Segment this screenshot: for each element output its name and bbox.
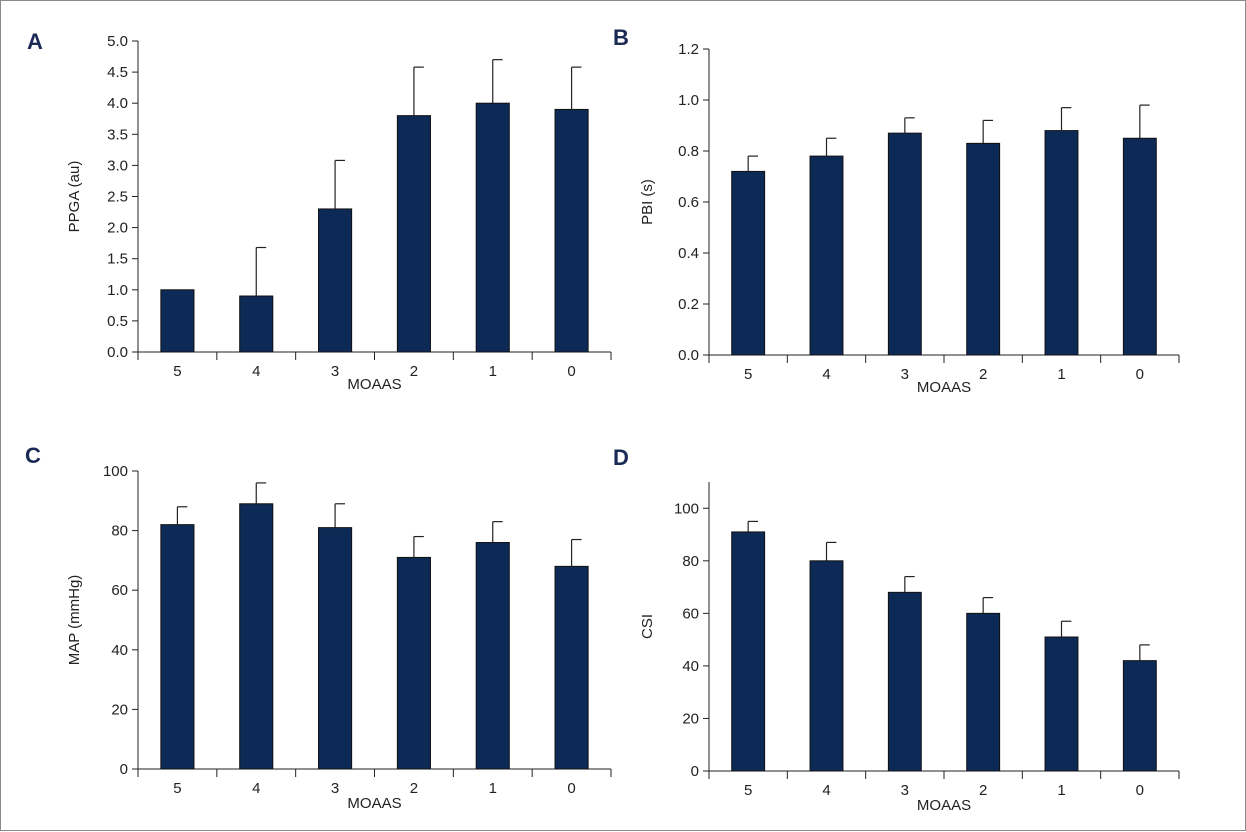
x-tick-label-a-3: 3 bbox=[331, 363, 339, 380]
x-axis-label-b: MOAAS bbox=[917, 379, 971, 396]
x-tick-label-b-1: 1 bbox=[1057, 366, 1065, 383]
y-tick-label-a-0: 0.0 bbox=[107, 344, 128, 361]
bar-c-0 bbox=[554, 565, 589, 770]
y-tick-label-b-1: 0.2 bbox=[678, 296, 699, 313]
x-tick-label-d-4: 4 bbox=[822, 782, 830, 799]
x-tick-label-a-1: 1 bbox=[489, 363, 497, 380]
panel-letter-d: D bbox=[613, 445, 629, 470]
x-tick-label-c-2: 2 bbox=[410, 780, 418, 797]
bar-c-1 bbox=[475, 542, 510, 770]
y-tick-label-a-9: 4.5 bbox=[107, 64, 128, 81]
bar-c-3 bbox=[318, 527, 353, 770]
bar-a-5 bbox=[160, 289, 195, 353]
x-tick-label-b-2: 2 bbox=[979, 366, 987, 383]
x-tick-label-c-5: 5 bbox=[173, 780, 181, 797]
y-tick-label-b-0: 0.0 bbox=[678, 347, 699, 364]
y-tick-label-c-3: 60 bbox=[111, 582, 128, 599]
bar-b-2 bbox=[966, 142, 1001, 356]
x-tick-label-b-4: 4 bbox=[822, 366, 830, 383]
y-tick-label-d-0: 0 bbox=[691, 763, 699, 780]
x-tick-label-c-4: 4 bbox=[252, 780, 260, 797]
x-tick-label-d-1: 1 bbox=[1057, 782, 1065, 799]
bar-a-3 bbox=[318, 208, 353, 353]
bar-a-1 bbox=[475, 102, 510, 353]
x-tick-label-d-5: 5 bbox=[744, 782, 752, 799]
x-axis-label-d: MOAAS bbox=[917, 797, 971, 814]
y-tick-label-a-3: 1.5 bbox=[107, 251, 128, 268]
bar-b-4 bbox=[809, 155, 844, 356]
x-tick-label-c-1: 1 bbox=[489, 780, 497, 797]
panel-letter-c: C bbox=[25, 443, 41, 468]
bar-a-4 bbox=[239, 295, 274, 353]
y-tick-label-d-2: 40 bbox=[682, 658, 699, 675]
y-tick-label-a-8: 4.0 bbox=[107, 95, 128, 112]
y-tick-label-b-6: 1.2 bbox=[678, 41, 699, 58]
y-tick-label-a-6: 3.0 bbox=[107, 157, 128, 174]
bar-b-3 bbox=[887, 132, 922, 356]
y-tick-label-c-5: 100 bbox=[103, 463, 128, 480]
y-tick-label-b-5: 1.0 bbox=[678, 92, 699, 109]
y-tick-label-b-2: 0.4 bbox=[678, 245, 699, 262]
x-axis-label-a: MOAAS bbox=[347, 376, 401, 393]
x-tick-label-c-0: 0 bbox=[567, 780, 575, 797]
y-axis-label-b: PBI (s) bbox=[639, 179, 656, 225]
y-axis-label-a: PPGA (au) bbox=[66, 161, 83, 233]
x-tick-label-b-5: 5 bbox=[744, 366, 752, 383]
bar-d-0 bbox=[1122, 660, 1157, 772]
bar-a-0 bbox=[554, 108, 589, 353]
bar-c-4 bbox=[239, 503, 274, 770]
y-tick-label-a-2: 1.0 bbox=[107, 282, 128, 299]
y-tick-label-d-4: 80 bbox=[682, 553, 699, 570]
bar-d-2 bbox=[966, 612, 1001, 772]
x-tick-label-d-0: 0 bbox=[1136, 782, 1144, 799]
bar-d-4 bbox=[809, 560, 844, 772]
y-tick-label-c-0: 0 bbox=[120, 761, 128, 778]
x-tick-label-b-3: 3 bbox=[901, 366, 909, 383]
y-tick-label-d-3: 60 bbox=[682, 605, 699, 622]
x-tick-label-a-5: 5 bbox=[173, 363, 181, 380]
x-tick-label-a-4: 4 bbox=[252, 363, 260, 380]
panel-letter-a: A bbox=[27, 29, 43, 54]
y-tick-label-a-7: 3.5 bbox=[107, 126, 128, 143]
y-tick-label-d-1: 20 bbox=[682, 710, 699, 727]
y-tick-label-a-10: 5.0 bbox=[107, 33, 128, 50]
bar-a-2 bbox=[396, 115, 431, 353]
bar-b-1 bbox=[1044, 130, 1079, 356]
panel-letter-b: B bbox=[613, 25, 629, 50]
bar-d-3 bbox=[887, 591, 922, 772]
bar-c-5 bbox=[160, 524, 195, 770]
x-tick-label-b-0: 0 bbox=[1136, 366, 1144, 383]
bar-d-5 bbox=[731, 531, 766, 772]
y-tick-label-a-1: 0.5 bbox=[107, 313, 128, 330]
bar-b-0 bbox=[1122, 137, 1157, 356]
y-axis-label-c: MAP (mmHg) bbox=[66, 575, 83, 666]
x-axis-label-c: MOAAS bbox=[347, 795, 401, 812]
y-tick-label-b-3: 0.6 bbox=[678, 194, 699, 211]
y-tick-label-c-4: 80 bbox=[111, 523, 128, 540]
x-tick-label-a-2: 2 bbox=[410, 363, 418, 380]
x-tick-label-d-3: 3 bbox=[901, 782, 909, 799]
x-tick-label-a-0: 0 bbox=[567, 363, 575, 380]
y-tick-label-b-4: 0.8 bbox=[678, 143, 699, 160]
y-tick-label-a-5: 2.5 bbox=[107, 189, 128, 206]
y-tick-label-c-2: 40 bbox=[111, 642, 128, 659]
x-tick-label-d-2: 2 bbox=[979, 782, 987, 799]
bar-c-2 bbox=[396, 556, 431, 770]
y-tick-label-d-5: 100 bbox=[674, 500, 699, 517]
y-tick-label-a-4: 2.0 bbox=[107, 220, 128, 237]
x-tick-label-c-3: 3 bbox=[331, 780, 339, 797]
bar-b-5 bbox=[731, 170, 766, 356]
y-tick-label-c-1: 20 bbox=[111, 701, 128, 718]
y-axis-label-d: CSI bbox=[639, 614, 656, 639]
bar-d-1 bbox=[1044, 636, 1079, 772]
